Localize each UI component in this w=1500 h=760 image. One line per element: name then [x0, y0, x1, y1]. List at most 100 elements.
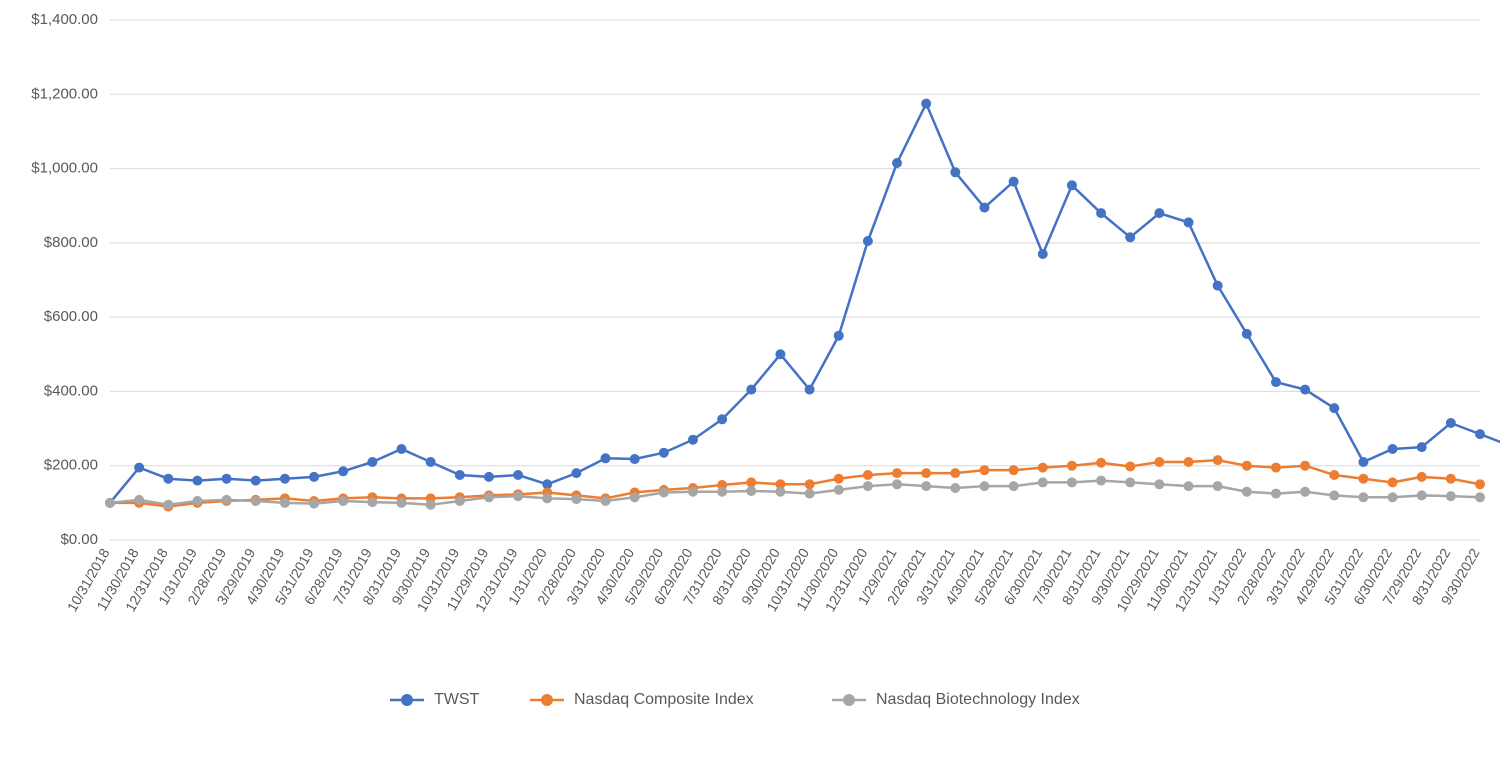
data-point	[1038, 463, 1048, 473]
data-point	[105, 498, 115, 508]
data-point	[979, 465, 989, 475]
stock-performance-chart: $0.00$200.00$400.00$600.00$800.00$1,000.…	[0, 0, 1500, 760]
data-point	[1096, 476, 1106, 486]
data-point	[746, 385, 756, 395]
data-point	[426, 457, 436, 467]
data-point	[1242, 487, 1252, 497]
legend-item-nasdaq-biotechnology-index: Nasdaq Biotechnology Index	[832, 691, 1080, 708]
legend-label: TWST	[434, 691, 480, 708]
y-tick-label: $0.00	[60, 531, 98, 548]
data-point	[309, 499, 319, 509]
data-point	[630, 454, 640, 464]
data-point	[659, 448, 669, 458]
legend-label: Nasdaq Biotechnology Index	[876, 691, 1080, 708]
data-point	[1154, 457, 1164, 467]
legend-marker-dot	[401, 694, 413, 706]
data-point	[1475, 492, 1485, 502]
data-point	[338, 496, 348, 506]
legend-item-nasdaq-composite-index: Nasdaq Composite Index	[530, 691, 754, 708]
data-point	[1446, 474, 1456, 484]
legend-item-twst: TWST	[390, 691, 480, 708]
y-tick-label: $600.00	[44, 308, 98, 325]
data-point	[1329, 403, 1339, 413]
data-point	[1125, 461, 1135, 471]
data-point	[513, 470, 523, 480]
data-point	[950, 483, 960, 493]
data-point	[542, 493, 552, 503]
data-point	[1358, 492, 1368, 502]
data-point	[426, 500, 436, 510]
data-point	[367, 497, 377, 507]
data-point	[1358, 457, 1368, 467]
data-point	[1329, 490, 1339, 500]
series-line-twst	[110, 104, 1500, 503]
data-point	[1009, 465, 1019, 475]
data-point	[192, 476, 202, 486]
data-point	[601, 496, 611, 506]
data-point	[892, 468, 902, 478]
data-point	[1184, 217, 1194, 227]
data-point	[1184, 481, 1194, 491]
data-point	[630, 492, 640, 502]
data-point	[950, 468, 960, 478]
data-point	[1358, 474, 1368, 484]
data-point	[1271, 489, 1281, 499]
data-point	[921, 481, 931, 491]
data-point	[717, 487, 727, 497]
data-point	[863, 236, 873, 246]
data-point	[1388, 477, 1398, 487]
data-point	[484, 472, 494, 482]
data-point	[892, 158, 902, 168]
data-point	[455, 496, 465, 506]
y-tick-label: $1,200.00	[31, 85, 98, 102]
data-point	[396, 498, 406, 508]
data-point	[1154, 208, 1164, 218]
y-tick-label: $400.00	[44, 382, 98, 399]
data-point	[163, 474, 173, 484]
data-point	[1300, 461, 1310, 471]
legend-marker-dot	[843, 694, 855, 706]
data-point	[251, 476, 261, 486]
data-point	[775, 487, 785, 497]
data-point	[834, 474, 844, 484]
legend-marker-dot	[541, 694, 553, 706]
data-point	[863, 470, 873, 480]
data-point	[134, 495, 144, 505]
data-point	[1125, 477, 1135, 487]
data-point	[1475, 429, 1485, 439]
data-point	[805, 489, 815, 499]
data-point	[280, 498, 290, 508]
data-point	[688, 487, 698, 497]
data-point	[1271, 377, 1281, 387]
data-point	[1446, 418, 1456, 428]
data-point	[601, 453, 611, 463]
data-point	[192, 496, 202, 506]
data-point	[1067, 477, 1077, 487]
data-point	[1096, 208, 1106, 218]
data-point	[834, 485, 844, 495]
data-point	[1067, 461, 1077, 471]
data-point	[1213, 481, 1223, 491]
data-point	[1242, 461, 1252, 471]
data-point	[688, 435, 698, 445]
data-point	[571, 468, 581, 478]
data-point	[979, 203, 989, 213]
data-point	[746, 477, 756, 487]
data-point	[1329, 470, 1339, 480]
data-point	[1300, 487, 1310, 497]
data-point	[1038, 249, 1048, 259]
data-point	[251, 496, 261, 506]
data-point	[571, 494, 581, 504]
data-point	[1154, 479, 1164, 489]
data-point	[1271, 463, 1281, 473]
data-point	[659, 487, 669, 497]
data-point	[950, 167, 960, 177]
legend-label: Nasdaq Composite Index	[574, 691, 754, 708]
data-point	[1388, 444, 1398, 454]
data-point	[979, 481, 989, 491]
y-tick-label: $1,400.00	[31, 11, 98, 28]
data-point	[1446, 491, 1456, 501]
data-point	[892, 479, 902, 489]
y-tick-label: $200.00	[44, 457, 98, 474]
data-point	[134, 463, 144, 473]
